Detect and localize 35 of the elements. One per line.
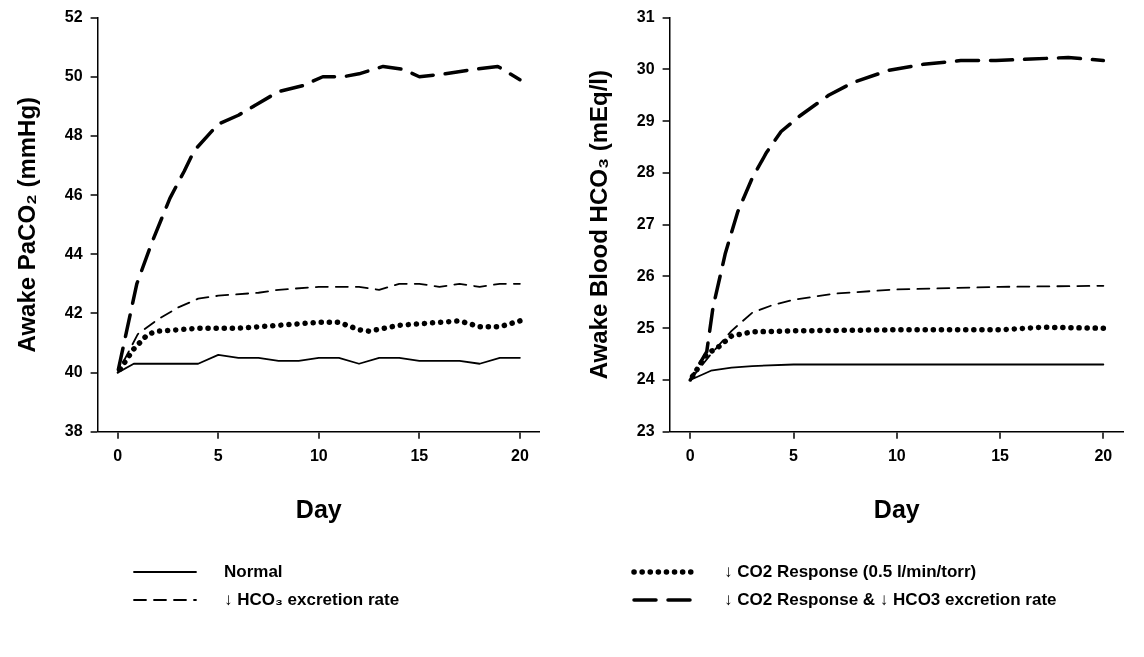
y-tick-label: 29 <box>636 111 655 129</box>
y-tick-label: 38 <box>64 422 83 440</box>
x-tick-label: 0 <box>685 446 695 464</box>
y-tick-label: 26 <box>636 266 655 284</box>
y-axis-title: Awake Blood HCO₃ (mEq/l) <box>585 70 613 380</box>
y-tick-label: 24 <box>636 370 655 388</box>
y-tick-label: 44 <box>64 244 83 262</box>
y-tick-label: 42 <box>64 303 83 321</box>
x-tick-label: 0 <box>113 446 123 464</box>
y-tick-label: 48 <box>64 126 83 144</box>
y-axis-title: Awake PaCO₂ (mmHg) <box>13 96 41 353</box>
legend-label: ↓ CO2 Response (0.5 l/min/torr) <box>724 562 977 582</box>
x-tick-label: 10 <box>309 446 328 464</box>
x-tick-label: 5 <box>213 446 223 464</box>
y-tick-label: 25 <box>636 318 655 336</box>
y-tick-label: 46 <box>64 185 83 203</box>
x-tick-label: 5 <box>789 446 799 464</box>
y-tick-label: 27 <box>636 215 655 233</box>
x-tick-label: 20 <box>1094 446 1113 464</box>
legend-label: ↓ CO2 Response & ↓ HCO3 excretion rate <box>724 590 1057 610</box>
y-tick-label: 30 <box>636 59 655 77</box>
y-tick-label: 52 <box>64 8 83 26</box>
x-tick-label: 20 <box>510 446 529 464</box>
y-tick-label: 40 <box>64 363 83 381</box>
x-axis-title: Day <box>295 494 342 523</box>
x-tick-label: 15 <box>991 446 1010 464</box>
y-tick-label: 50 <box>64 67 83 85</box>
x-tick-label: 10 <box>887 446 906 464</box>
x-axis-title: Day <box>873 494 920 523</box>
legend-label: ↓ HCO₃ excretion rate <box>224 590 400 610</box>
legend-label: Normal <box>224 562 283 582</box>
y-tick-label: 31 <box>636 8 655 26</box>
x-tick-label: 15 <box>410 446 429 464</box>
y-tick-label: 28 <box>636 163 655 181</box>
y-tick-label: 23 <box>636 422 655 440</box>
